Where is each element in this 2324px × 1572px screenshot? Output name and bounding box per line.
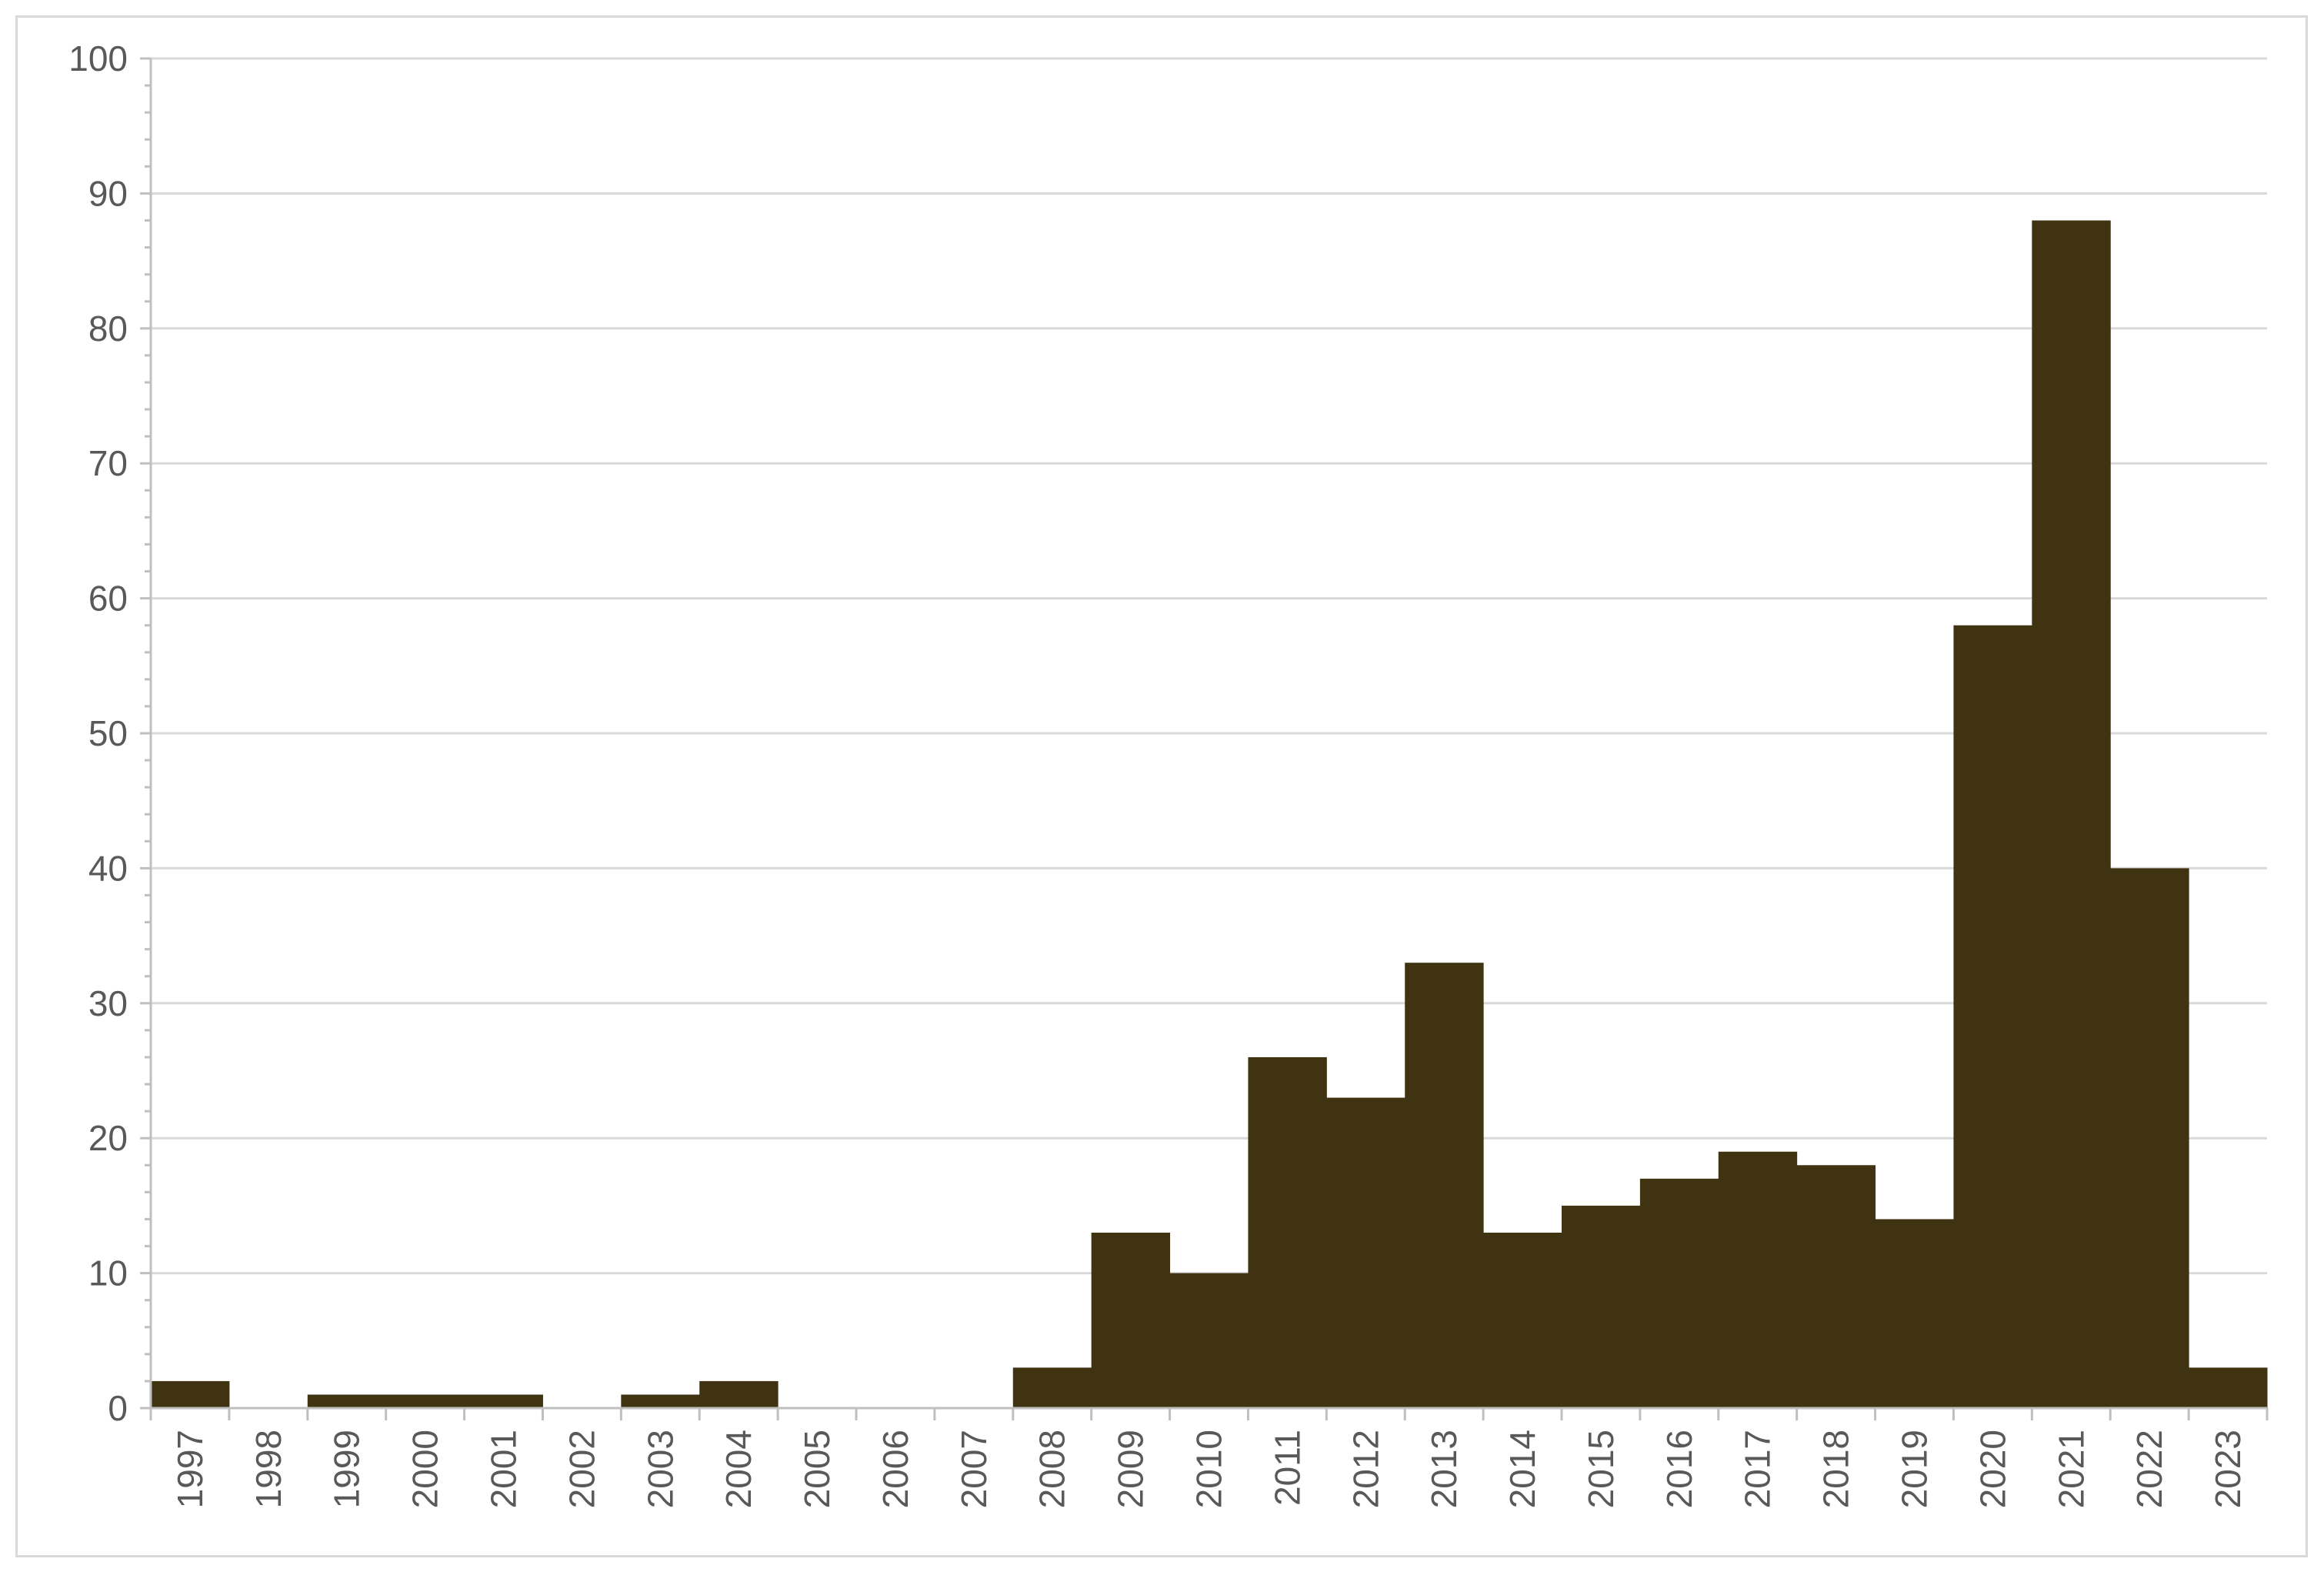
- bar-2015: [1562, 1205, 1641, 1408]
- bar-1999: [307, 1394, 387, 1408]
- y-tick-label: 100: [68, 38, 128, 78]
- x-tick-label: 2011: [1267, 1430, 1307, 1506]
- x-tick-label: 2018: [1816, 1430, 1856, 1508]
- bar-2001: [464, 1394, 543, 1408]
- x-tick-label: 2003: [640, 1430, 680, 1508]
- x-tick-label: 2017: [1738, 1430, 1778, 1508]
- bar-2008: [1012, 1367, 1092, 1408]
- y-tick-label: 40: [88, 848, 128, 888]
- x-tick-label: 2016: [1659, 1430, 1699, 1508]
- x-tick-label: 1999: [327, 1430, 367, 1508]
- bar-2011: [1248, 1056, 1327, 1408]
- x-tick-label: 2007: [954, 1430, 994, 1508]
- y-tick-label: 90: [88, 173, 128, 213]
- bar-2022: [2110, 868, 2189, 1408]
- bars: [151, 220, 2268, 1409]
- x-tick-label: 2010: [1189, 1430, 1229, 1508]
- x-tick-label: 2002: [562, 1430, 602, 1508]
- x-tick-label: 1997: [170, 1430, 210, 1508]
- bar-2004: [699, 1380, 779, 1408]
- bar-2000: [385, 1394, 465, 1408]
- bar-2020: [1953, 625, 2032, 1408]
- bar-2013: [1405, 963, 1484, 1408]
- bar-2019: [1875, 1219, 1954, 1408]
- y-tick-label: 20: [88, 1118, 128, 1158]
- y-tick-label: 80: [88, 309, 128, 349]
- y-tick-label: 70: [88, 443, 128, 483]
- bar-2003: [621, 1394, 700, 1408]
- y-tick-label: 50: [88, 713, 128, 753]
- x-tick-label: 2021: [2051, 1430, 2091, 1508]
- y-tick-labels: 0 10 20 30 40 50 60 70 80 90 100: [68, 38, 128, 1428]
- x-tick-label: 2015: [1581, 1430, 1621, 1508]
- bar-2021: [2032, 220, 2111, 1409]
- x-tick-label: 2022: [2129, 1430, 2169, 1508]
- bar-2014: [1483, 1232, 1562, 1408]
- bar-1997: [151, 1380, 230, 1408]
- bar-2009: [1091, 1232, 1171, 1408]
- x-tick-label: 1998: [248, 1430, 288, 1508]
- x-tick-label: 2009: [1111, 1430, 1151, 1508]
- x-tick-label: 2020: [1972, 1430, 2012, 1508]
- y-tick-label: 0: [108, 1388, 128, 1428]
- x-tick-label: 2006: [875, 1430, 915, 1508]
- y-tick-label: 30: [88, 983, 128, 1023]
- x-tick-label: 2008: [1032, 1430, 1072, 1508]
- x-tick-label: 2014: [1502, 1430, 1542, 1508]
- gridlines: [151, 57, 2267, 1275]
- x-tick-label: 2000: [405, 1430, 445, 1508]
- x-tick-label: 2004: [719, 1430, 759, 1508]
- y-tick-label: 10: [88, 1253, 128, 1293]
- x-tick-label: 2019: [1895, 1430, 1935, 1508]
- x-tick-label: 2013: [1424, 1430, 1464, 1508]
- bar-2018: [1796, 1165, 1876, 1408]
- x-tick-label: 2023: [2208, 1430, 2248, 1508]
- axes: [140, 57, 2269, 1420]
- bar-2012: [1326, 1097, 1405, 1408]
- bar-2010: [1169, 1273, 1249, 1408]
- x-tick-label: 2001: [484, 1430, 524, 1508]
- bar-2016: [1639, 1178, 1719, 1408]
- x-tick-labels: 1997 1998 1999 2000 2001 2002 2003 2004 2005 2006…: [170, 1430, 2248, 1508]
- bar-2017: [1718, 1151, 1798, 1408]
- x-tick-label: 2005: [797, 1430, 837, 1508]
- y-tick-label: 60: [88, 579, 128, 619]
- x-tick-label: 2012: [1345, 1430, 1385, 1508]
- bar-2023: [2189, 1367, 2268, 1408]
